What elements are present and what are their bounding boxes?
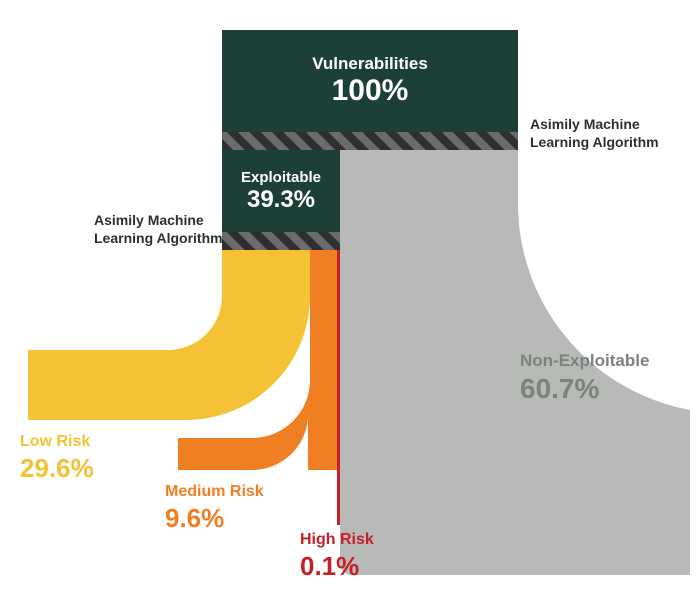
flow-medium-risk bbox=[178, 250, 337, 470]
medium-risk-title: Medium Risk bbox=[165, 482, 264, 502]
vulnerabilities-title: Vulnerabilities bbox=[312, 54, 428, 74]
exploitable-title: Exploitable bbox=[241, 169, 321, 186]
low-risk-label: Low Risk 29.6% bbox=[20, 432, 94, 485]
hatch-divider-2 bbox=[222, 232, 340, 250]
exploitable-box: Exploitable 39.3% bbox=[222, 150, 340, 232]
vulnerabilities-value: 100% bbox=[332, 74, 409, 108]
low-risk-value: 29.6% bbox=[20, 452, 94, 485]
hatch-divider-1 bbox=[222, 132, 518, 150]
vulnerability-sankey: Vulnerabilities 100% Exploitable 39.3% A… bbox=[0, 0, 700, 600]
non-exploitable-title: Non-Exploitable bbox=[520, 350, 649, 371]
algo-label-left: Asimily MachineLearning Algorithm bbox=[94, 212, 223, 247]
high-risk-value: 0.1% bbox=[300, 550, 374, 583]
high-risk-label: High Risk 0.1% bbox=[300, 530, 374, 583]
algo-label-right: Asimily MachineLearning Algorithm bbox=[530, 116, 659, 151]
flow-low-risk bbox=[28, 250, 310, 420]
medium-risk-label: Medium Risk 9.6% bbox=[165, 482, 264, 535]
non-exploitable-value: 60.7% bbox=[520, 371, 649, 406]
vulnerabilities-box: Vulnerabilities 100% bbox=[222, 30, 518, 132]
algo-label-right-text: Asimily MachineLearning Algorithm bbox=[530, 116, 659, 150]
exploitable-value: 39.3% bbox=[247, 186, 315, 214]
high-risk-title: High Risk bbox=[300, 530, 374, 550]
medium-risk-value: 9.6% bbox=[165, 502, 264, 535]
non-exploitable-label: Non-Exploitable 60.7% bbox=[520, 350, 649, 406]
flow-high-risk bbox=[337, 250, 340, 525]
algo-label-left-text: Asimily MachineLearning Algorithm bbox=[94, 212, 223, 246]
low-risk-title: Low Risk bbox=[20, 432, 94, 452]
